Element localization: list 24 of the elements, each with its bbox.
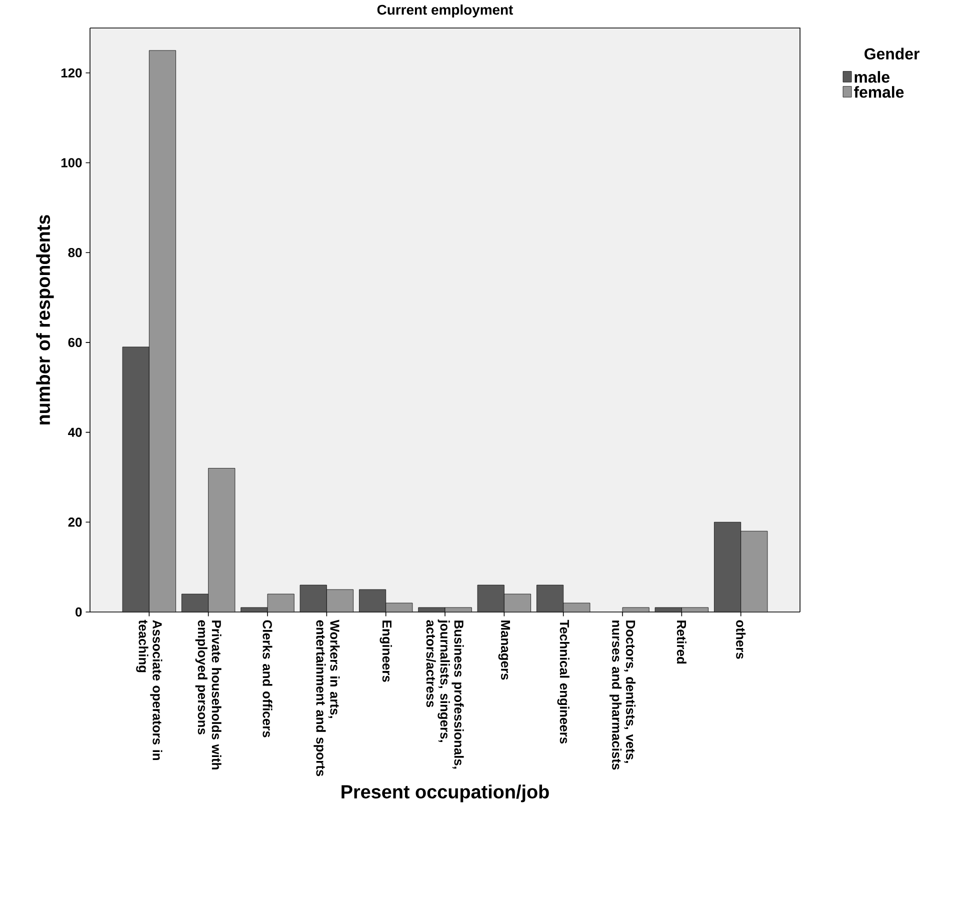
x-tick-label: Associate operators in teaching <box>136 620 162 760</box>
y-tick-label: 0 <box>76 607 82 617</box>
x-tick-label: Managers <box>498 620 510 680</box>
legend-label: male <box>854 71 890 83</box>
y-axis-title: number of respondents <box>36 215 54 424</box>
x-tick-label: Clerks and officers <box>262 620 272 738</box>
y-tick-label: 20 <box>68 518 82 527</box>
x-axis-title: Present occupation/job <box>342 784 549 802</box>
x-tick-label: Workers in arts, entertainment and sports <box>314 620 340 776</box>
chart-title: Current employment <box>377 4 514 18</box>
x-tick-label: Doctors, dentists, vets, nurses and pharmacists <box>610 620 636 770</box>
y-tick-label: 80 <box>68 248 82 258</box>
x-tick-label: others <box>736 620 746 659</box>
y-tick-label: 120 <box>61 68 82 78</box>
x-tick-label: Business professionals, journalists, singers, actors/actress <box>426 620 464 769</box>
x-tick-label: Private households with employed persons <box>195 620 222 770</box>
y-tick-label: 40 <box>68 428 82 437</box>
legend-label: female <box>854 86 904 98</box>
y-tick-label: 60 <box>68 338 82 348</box>
y-tick-label: 100 <box>61 158 82 168</box>
legend-title: Gender <box>864 48 920 60</box>
x-tick-label: Engineers <box>380 620 392 682</box>
x-tick-label: Retired <box>676 620 686 664</box>
x-tick-label: Technical engineers <box>557 620 570 744</box>
